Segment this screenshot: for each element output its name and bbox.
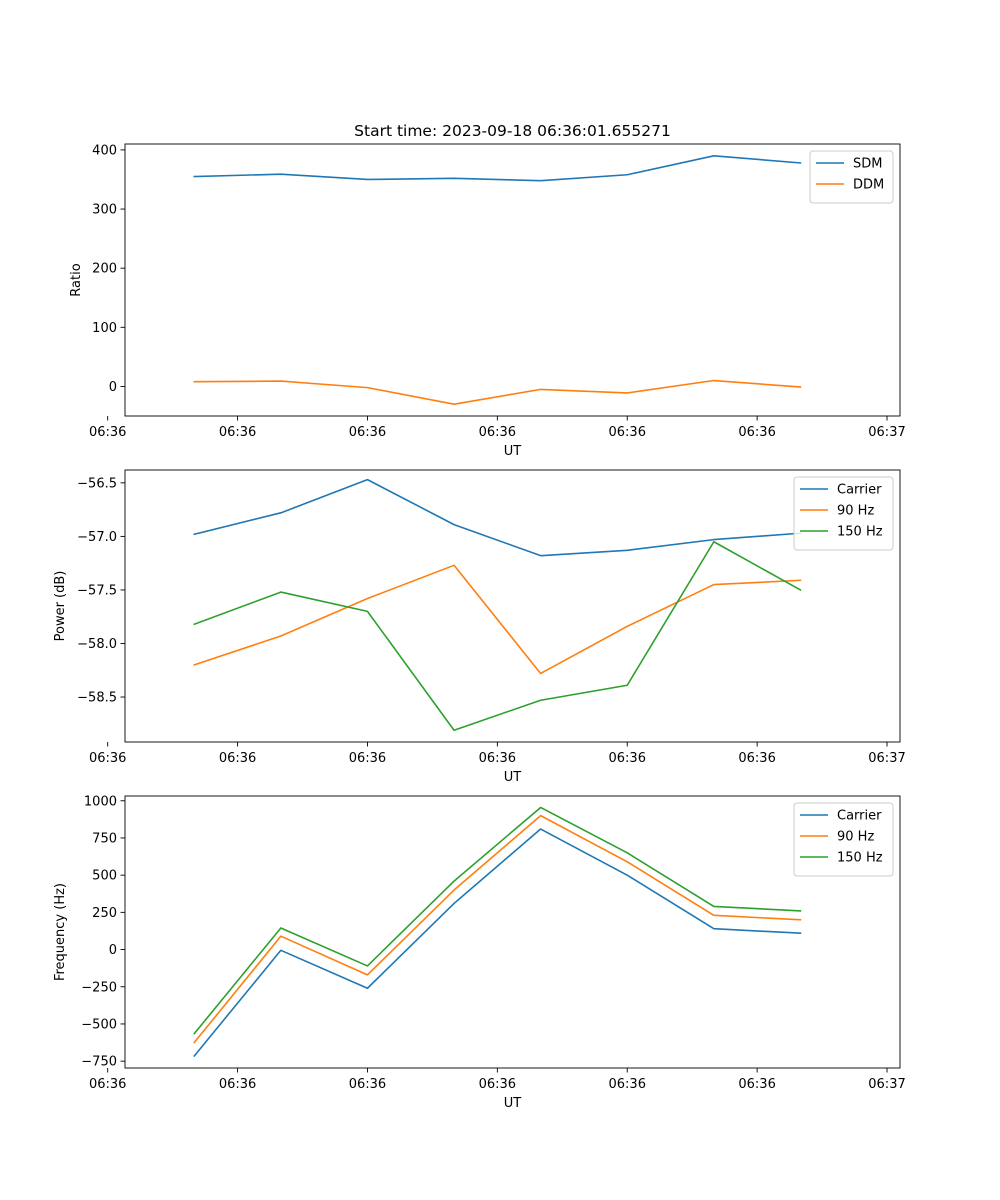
y-tick-label: −58.5 bbox=[77, 691, 117, 706]
x-tick-label: 06:36 bbox=[349, 751, 386, 766]
y-tick-label: −250 bbox=[81, 980, 117, 995]
y-tick-label: 750 bbox=[92, 831, 117, 846]
x-tick-label: 06:36 bbox=[738, 751, 775, 766]
legend: Carrier 90 Hz 150 Hz bbox=[793, 802, 894, 877]
series-line-90-hz bbox=[193, 814, 802, 1044]
x-tick-label: 06:37 bbox=[868, 1077, 905, 1092]
series-line-90-hz bbox=[193, 564, 802, 675]
x-tick-label: 06:36 bbox=[479, 425, 516, 440]
y-tick-label: 300 bbox=[92, 203, 117, 218]
y-axis-label: Frequency (Hz) bbox=[53, 883, 68, 981]
x-tick-label: 06:36 bbox=[479, 751, 516, 766]
x-tick-label: 06:36 bbox=[349, 425, 386, 440]
legend-label: 90 Hz bbox=[837, 504, 874, 519]
subplot-2: 06:36 06:36 06:36 06:36 06:36 06:36 06:37 −58.5… bbox=[53, 469, 906, 785]
x-tick-label: 06:36 bbox=[609, 1077, 646, 1092]
y-tick-label: −56.5 bbox=[77, 476, 117, 491]
legend-label: 150 Hz bbox=[837, 851, 883, 866]
x-axis-label: UT bbox=[504, 770, 522, 785]
legend-label: Carrier bbox=[837, 809, 882, 824]
y-tick-label: −57.0 bbox=[77, 530, 117, 545]
y-tick-label: −500 bbox=[81, 1017, 117, 1032]
y-tick-label: 500 bbox=[92, 869, 117, 884]
x-tick-label: 06:36 bbox=[479, 1077, 516, 1092]
x-axis-label: UT bbox=[504, 444, 522, 459]
series-line-sdm bbox=[193, 155, 802, 182]
x-tick-label: 06:36 bbox=[609, 425, 646, 440]
y-tick-label: 0 bbox=[109, 380, 117, 395]
x-axis-label: UT bbox=[504, 1096, 522, 1111]
axes-frame bbox=[124, 469, 901, 743]
x-tick-label: 06:36 bbox=[738, 1077, 775, 1092]
x-tick-label: 06:37 bbox=[868, 751, 905, 766]
y-tick-label: 100 bbox=[92, 321, 117, 336]
axes-frame bbox=[124, 143, 901, 417]
series-line-150-hz bbox=[193, 540, 802, 732]
legend-label: 150 Hz bbox=[837, 525, 883, 540]
legend: SDM DDM bbox=[809, 150, 894, 204]
legend-box bbox=[809, 150, 894, 204]
subplot-3: 06:36 06:36 06:36 06:36 06:36 06:36 06:37 −750 −… bbox=[53, 794, 906, 1111]
y-tick-label: −57.5 bbox=[77, 583, 117, 598]
axes-frame bbox=[124, 795, 901, 1069]
y-tick-label: −58.0 bbox=[77, 637, 117, 652]
y-tick-label: −750 bbox=[81, 1055, 117, 1070]
legend: Carrier 90 Hz 150 Hz bbox=[793, 476, 894, 551]
y-axis-label: Power (dB) bbox=[53, 571, 68, 642]
legend-label: Carrier bbox=[837, 483, 882, 498]
x-tick-label: 06:36 bbox=[349, 1077, 386, 1092]
x-tick-label: 06:36 bbox=[738, 425, 775, 440]
x-tick-label: 06:36 bbox=[219, 751, 256, 766]
y-tick-label: 200 bbox=[92, 262, 117, 277]
series-line-carrier bbox=[193, 828, 802, 1058]
legend-label: SDM bbox=[853, 157, 882, 172]
y-tick-label: 400 bbox=[92, 143, 117, 158]
y-tick-label: 0 bbox=[109, 943, 117, 958]
legend-label: DDM bbox=[853, 178, 884, 193]
x-tick-label: 06:36 bbox=[89, 1077, 126, 1092]
x-tick-label: 06:36 bbox=[219, 425, 256, 440]
x-tick-label: 06:36 bbox=[89, 425, 126, 440]
series-line-ddm bbox=[193, 379, 802, 405]
series-line-150-hz bbox=[193, 806, 802, 1035]
x-tick-label: 06:37 bbox=[868, 425, 905, 440]
chart-title: Start time: 2023-09-18 06:36:01.655271 bbox=[354, 122, 671, 140]
x-tick-label: 06:36 bbox=[89, 751, 126, 766]
y-tick-label: 250 bbox=[92, 906, 117, 921]
y-tick-label: 1000 bbox=[84, 794, 117, 809]
legend-label: 90 Hz bbox=[837, 830, 874, 845]
x-tick-label: 06:36 bbox=[609, 751, 646, 766]
y-axis-label: Ratio bbox=[69, 263, 84, 296]
x-tick-label: 06:36 bbox=[219, 1077, 256, 1092]
series-line-carrier bbox=[193, 478, 802, 557]
subplot-1: 06:36 06:36 06:36 06:36 06:36 06:36 06:37 0 100 2… bbox=[69, 143, 906, 459]
